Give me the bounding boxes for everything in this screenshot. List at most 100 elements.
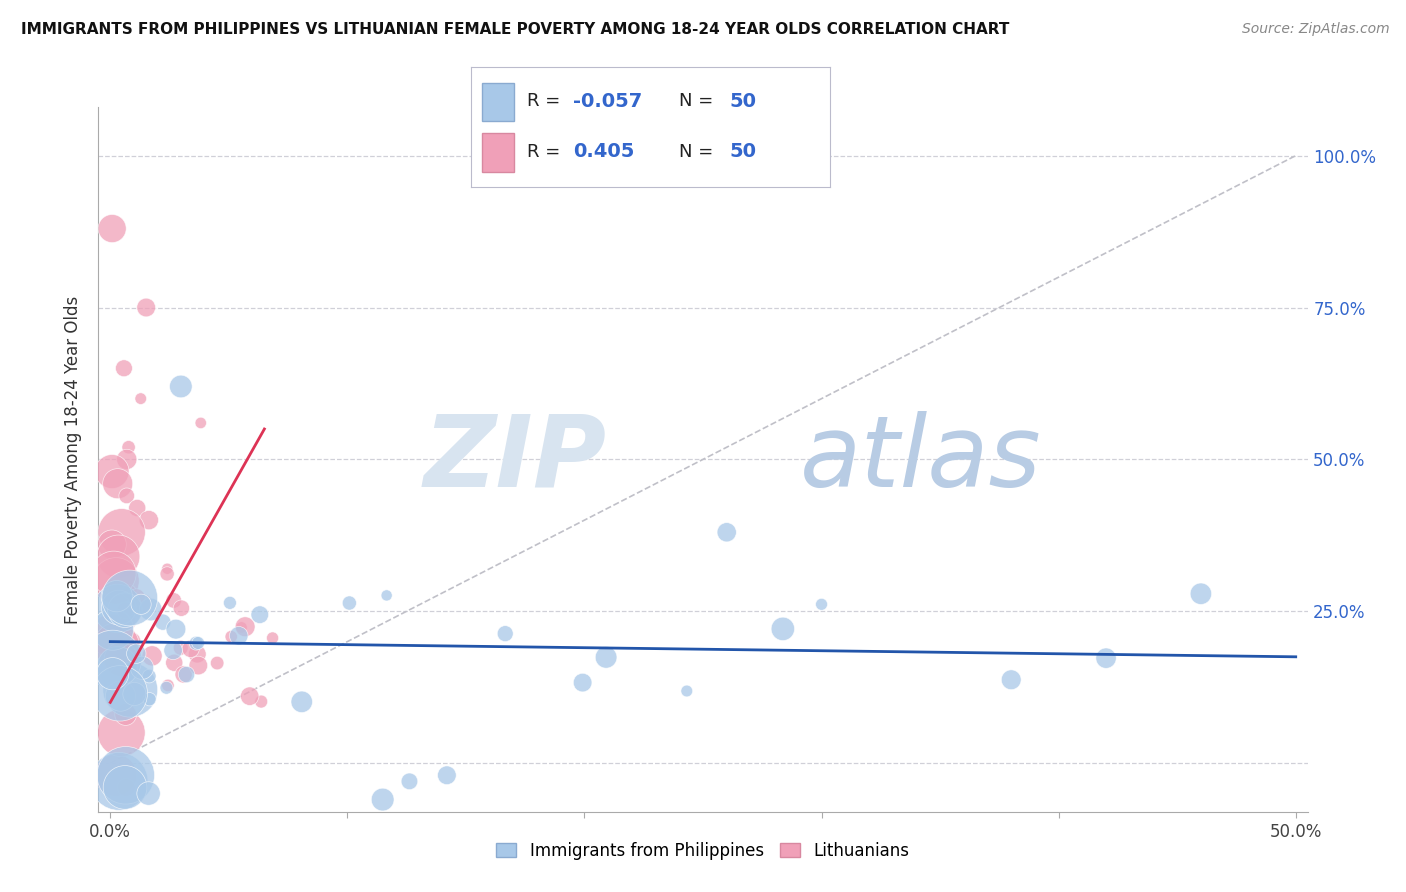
Point	[675, 684, 697, 698]
Point	[219, 596, 242, 610]
Point	[155, 681, 177, 695]
Text: R =: R =	[527, 143, 565, 161]
Point	[262, 631, 284, 645]
Text: 0.405: 0.405	[574, 143, 634, 161]
Point	[108, 600, 131, 615]
Text: atlas: atlas	[800, 411, 1042, 508]
Legend: Immigrants from Philippines, Lithuanians: Immigrants from Philippines, Lithuanians	[489, 836, 917, 867]
Point	[104, 768, 127, 782]
Point	[118, 591, 141, 605]
Point	[165, 622, 187, 636]
Point	[118, 584, 141, 599]
Bar	[482, 83, 515, 121]
Bar	[482, 133, 515, 171]
Point	[114, 603, 136, 617]
Point	[108, 774, 131, 789]
Point	[135, 301, 157, 315]
Text: -0.057: -0.057	[574, 92, 643, 111]
Point	[110, 725, 132, 739]
Point	[156, 562, 179, 576]
Point	[772, 622, 794, 636]
Point	[111, 525, 134, 540]
Point	[152, 615, 174, 629]
Point	[291, 695, 314, 709]
Point	[184, 636, 207, 650]
Point	[163, 656, 186, 670]
Point	[101, 465, 124, 479]
Point	[112, 361, 135, 376]
Point	[141, 648, 163, 663]
Point	[375, 588, 398, 602]
Point	[595, 650, 617, 665]
Point	[398, 774, 420, 789]
Point	[100, 628, 122, 642]
Text: IMMIGRANTS FROM PHILIPPINES VS LITHUANIAN FEMALE POVERTY AMONG 18-24 YEAR OLDS C: IMMIGRANTS FROM PHILIPPINES VS LITHUANIA…	[21, 22, 1010, 37]
Point	[187, 658, 209, 673]
Point	[173, 667, 195, 681]
Point	[337, 596, 360, 610]
Point	[239, 689, 262, 703]
Point	[125, 647, 148, 661]
Point	[494, 626, 516, 640]
Point	[107, 549, 129, 564]
Text: 50: 50	[730, 143, 756, 161]
Text: 50: 50	[730, 92, 756, 111]
Point	[120, 682, 142, 697]
Point	[205, 656, 228, 670]
Point	[716, 525, 738, 540]
Point	[170, 379, 193, 393]
Point	[571, 675, 593, 690]
Point	[114, 603, 136, 617]
Point	[233, 620, 256, 634]
Point	[115, 780, 138, 795]
Text: R =: R =	[527, 92, 565, 111]
Point	[138, 669, 160, 683]
Point	[101, 623, 124, 637]
Point	[228, 629, 250, 643]
Point	[107, 476, 129, 491]
Point	[176, 667, 198, 681]
Point	[105, 638, 128, 652]
Point	[1095, 651, 1118, 665]
Point	[117, 440, 139, 454]
Point	[101, 221, 124, 235]
Point	[129, 392, 152, 406]
Point	[249, 607, 271, 622]
Point	[127, 500, 149, 515]
Point	[105, 589, 128, 603]
Point	[163, 593, 186, 607]
Point	[101, 666, 124, 681]
Point	[156, 678, 179, 692]
Point	[190, 416, 212, 430]
Point	[180, 641, 202, 656]
Point	[107, 659, 129, 673]
Point	[101, 537, 124, 551]
Point	[110, 689, 132, 703]
Point	[138, 787, 160, 801]
Point	[114, 631, 136, 645]
Point	[170, 601, 193, 615]
Point	[108, 686, 131, 700]
Point	[187, 636, 209, 650]
Text: Source: ZipAtlas.com: Source: ZipAtlas.com	[1241, 22, 1389, 37]
Point	[129, 597, 152, 611]
Point	[110, 652, 132, 666]
Point	[125, 591, 148, 605]
Point	[810, 597, 832, 611]
Point	[139, 602, 162, 616]
Point	[107, 601, 129, 615]
Point	[101, 652, 124, 666]
Point	[115, 489, 138, 503]
Point	[115, 452, 138, 467]
Text: ZIP: ZIP	[423, 411, 606, 508]
Point	[104, 574, 127, 588]
Point	[162, 643, 184, 657]
Point	[186, 647, 208, 661]
Point	[114, 707, 136, 722]
Point	[124, 687, 146, 701]
Point	[131, 661, 153, 675]
Point	[436, 768, 458, 782]
Point	[219, 630, 242, 644]
Text: N =: N =	[679, 92, 718, 111]
Point	[114, 780, 136, 795]
